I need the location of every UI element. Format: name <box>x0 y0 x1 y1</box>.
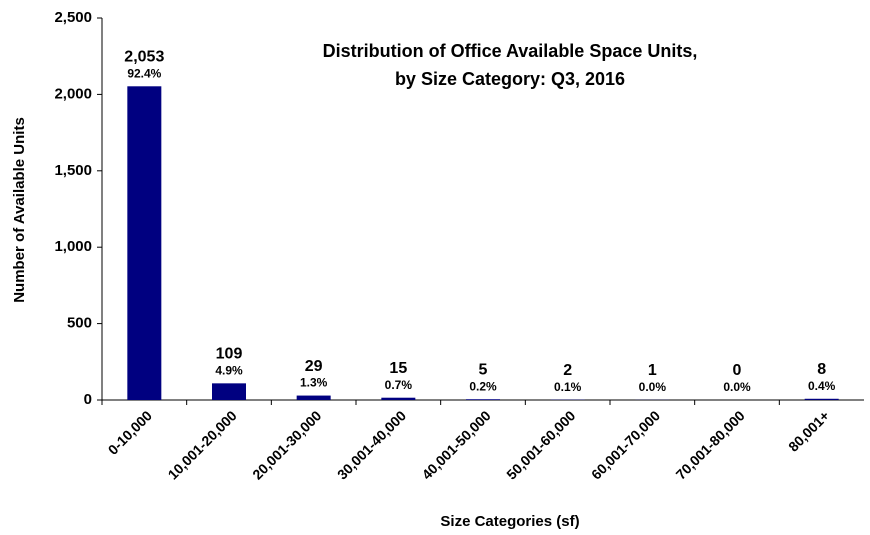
y-tick-label: 500 <box>67 315 92 332</box>
value-label: 2,053 <box>124 49 164 66</box>
x-tick-label: 70,001-80,000 <box>673 407 748 482</box>
x-tick-label: 20,001-30,000 <box>249 407 324 482</box>
x-tick-label: 80,001+ <box>785 407 832 454</box>
value-label: 8 <box>817 361 826 378</box>
x-tick-label: 50,001-60,000 <box>503 407 578 482</box>
x-tick-label: 10,001-20,000 <box>165 407 240 482</box>
percent-label: 92.4% <box>127 66 161 80</box>
percent-label: 0.1% <box>554 380 582 394</box>
chart-title: by Size Category: Q3, 2016 <box>395 69 625 89</box>
value-label: 29 <box>305 358 323 375</box>
y-tick-label: 1,000 <box>54 238 92 255</box>
percent-label: 0.2% <box>469 379 497 393</box>
percent-label: 0.4% <box>808 379 836 393</box>
y-tick-label: 2,500 <box>54 9 92 26</box>
x-tick-label: 30,001-40,000 <box>334 407 409 482</box>
x-tick-label: 0-10,000 <box>105 407 156 458</box>
x-tick-label: 60,001-70,000 <box>588 407 663 482</box>
bar <box>296 395 331 400</box>
value-label: 15 <box>389 360 407 377</box>
bar <box>804 398 839 400</box>
percent-label: 0.7% <box>385 378 413 392</box>
value-label: 1 <box>648 362 657 379</box>
value-label: 109 <box>216 346 243 363</box>
bar <box>212 383 246 400</box>
bar <box>381 397 416 400</box>
y-axis-title: Number of Available Units <box>11 117 28 303</box>
chart-title: Distribution of Office Available Space U… <box>323 41 698 61</box>
value-label: 5 <box>479 361 488 378</box>
y-tick-label: 1,500 <box>54 162 92 179</box>
percent-label: 0.0% <box>723 380 751 394</box>
value-label: 0 <box>733 362 742 379</box>
bar <box>466 399 500 400</box>
x-tick-label: 40,001-50,000 <box>419 407 494 482</box>
x-axis-title: Size Categories (sf) <box>440 513 579 530</box>
percent-label: 1.3% <box>300 376 328 390</box>
percent-label: 4.9% <box>215 364 243 378</box>
y-tick-label: 2,000 <box>54 85 92 102</box>
percent-label: 0.0% <box>639 380 667 394</box>
value-label: 2 <box>563 362 572 379</box>
bar <box>127 86 162 400</box>
y-tick-label: 0 <box>84 391 92 408</box>
